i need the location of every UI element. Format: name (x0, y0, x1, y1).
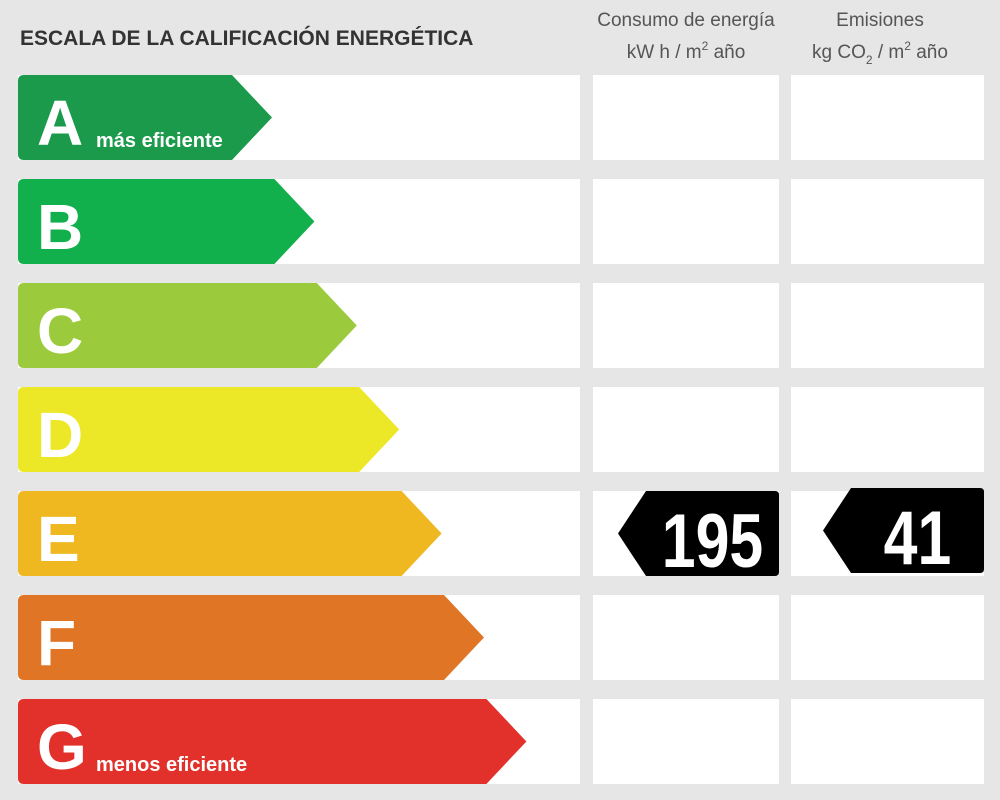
indicator-value: 41 (884, 496, 952, 581)
cell (791, 699, 984, 784)
rating-letter: C (37, 295, 83, 367)
rating-letter: B (37, 191, 83, 263)
column-title: Emisiones (836, 10, 924, 31)
column-unit: kg CO2 / m2 año (812, 39, 948, 67)
rating-arrow (18, 699, 527, 784)
rating-label: más eficiente (96, 130, 223, 152)
unit-part: 2 (904, 39, 911, 53)
rating-letter: F (37, 607, 76, 679)
column-title: Consumo de energía (597, 10, 775, 31)
rating-arrow (18, 283, 357, 368)
unit-part: kW h / m (627, 42, 702, 63)
indicator-value: 195 (662, 499, 763, 584)
indicator-arrow (823, 488, 984, 573)
rating-arrow (18, 595, 484, 680)
rating-arrow (18, 387, 400, 472)
unit-part: 2 (702, 39, 709, 53)
cell (791, 283, 984, 368)
rating-letter: D (37, 399, 83, 471)
unit-part: kg CO (812, 42, 866, 63)
cell (791, 387, 984, 472)
rating-arrow (18, 491, 442, 576)
indicator-arrow (618, 491, 779, 576)
unit-part: año (911, 42, 948, 63)
rating-arrow (18, 179, 315, 264)
cell (593, 387, 779, 472)
cell (593, 75, 779, 160)
cell (593, 179, 779, 264)
rating-label: menos eficiente (96, 754, 247, 776)
cell (593, 595, 779, 680)
unit-part: / m (873, 42, 905, 63)
cell (593, 283, 779, 368)
rating-letter: E (37, 503, 80, 575)
unit-part: 2 (866, 53, 873, 67)
cell (791, 179, 984, 264)
cell (791, 75, 984, 160)
cell (593, 699, 779, 784)
rating-arrow (18, 75, 272, 160)
column-unit: kW h / m2 año (627, 39, 746, 63)
rating-letter: G (37, 711, 87, 783)
rating-letter: A (37, 87, 83, 159)
unit-part: año (708, 42, 745, 63)
title: ESCALA DE LA CALIFICACIÓN ENERGÉTICA (20, 26, 473, 50)
cell (791, 595, 984, 680)
